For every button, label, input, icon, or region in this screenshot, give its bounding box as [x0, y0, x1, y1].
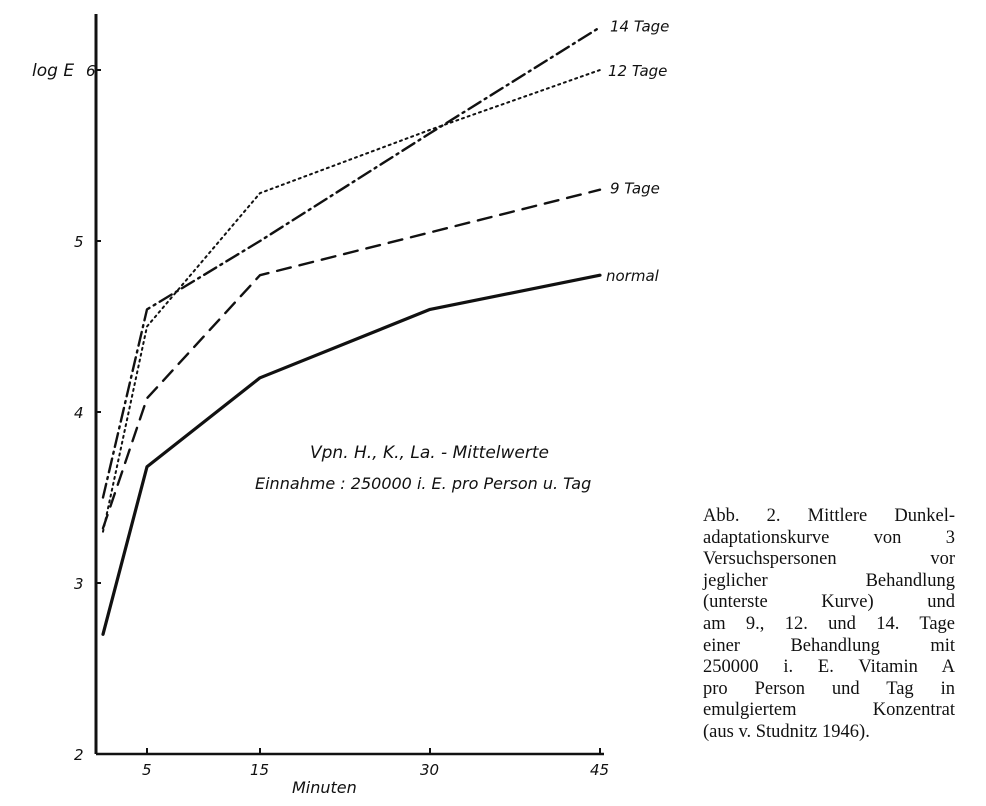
x-tick-label: 45 — [590, 761, 609, 779]
caption-line: jeglicher Behandlung — [703, 570, 955, 591]
series-line-9-tage — [101, 188, 602, 530]
y-tick-label: 4 — [74, 404, 84, 422]
caption-line: Abb. 2. Mittlere Dunkel- — [703, 506, 955, 526]
series-labels: normal 9 Tage 12 Tage 14 Tage — [606, 17, 669, 285]
y-tick-label: 5 — [74, 233, 84, 251]
caption-line: einer Behandlung mit — [703, 635, 955, 656]
chart-axes — [94, 14, 604, 756]
caption-line: emulgiertem Konzentrat — [703, 700, 955, 721]
caption-line: am 9., 12. und 14. Tage — [703, 613, 955, 634]
caption-line: (aus v. Studnitz 1946). — [703, 721, 870, 742]
y-tick-label: 2 — [74, 746, 84, 764]
y-ticks: 2 3 4 5 6 — [74, 62, 101, 764]
x-tick-label: 15 — [250, 761, 269, 779]
figure-caption: Abb. 2. Mittlere Dunkel- adaptationskurv… — [703, 506, 955, 744]
annotation-dosage: Einnahme : 250000 i. E. pro Person u. Ta… — [255, 474, 591, 493]
series-label: 9 Tage — [610, 180, 660, 198]
x-axis-label: Minuten — [292, 778, 357, 797]
y-tick-label: 6 — [86, 62, 96, 80]
annotation-title: Vpn. H., K., La. - Mittelwerte — [310, 443, 549, 463]
y-axis-label: log E — [32, 61, 74, 81]
series-label: 14 Tage — [610, 17, 669, 35]
x-tick-label: 5 — [142, 761, 152, 779]
series-line-12-tage — [102, 69, 601, 533]
series-line-14-tage — [101, 26, 602, 499]
caption-line: pro Person und Tag in — [703, 678, 955, 699]
y-tick-label: 3 — [74, 575, 84, 593]
caption-line: Versuchspersonen vor — [703, 549, 955, 570]
series-lines — [101, 26, 602, 636]
series-label: normal — [606, 267, 660, 285]
series-label: 12 Tage — [608, 62, 667, 80]
x-tick-label: 30 — [420, 761, 439, 779]
caption-line: (unterste Kurve) und — [703, 592, 955, 613]
caption-line: 250000 i. E. Vitamin A — [703, 657, 955, 678]
x-ticks: 5 15 30 45 — [142, 748, 609, 779]
caption-line: adaptationskurve von 3 — [703, 527, 955, 548]
series-line-normal — [101, 273, 602, 636]
